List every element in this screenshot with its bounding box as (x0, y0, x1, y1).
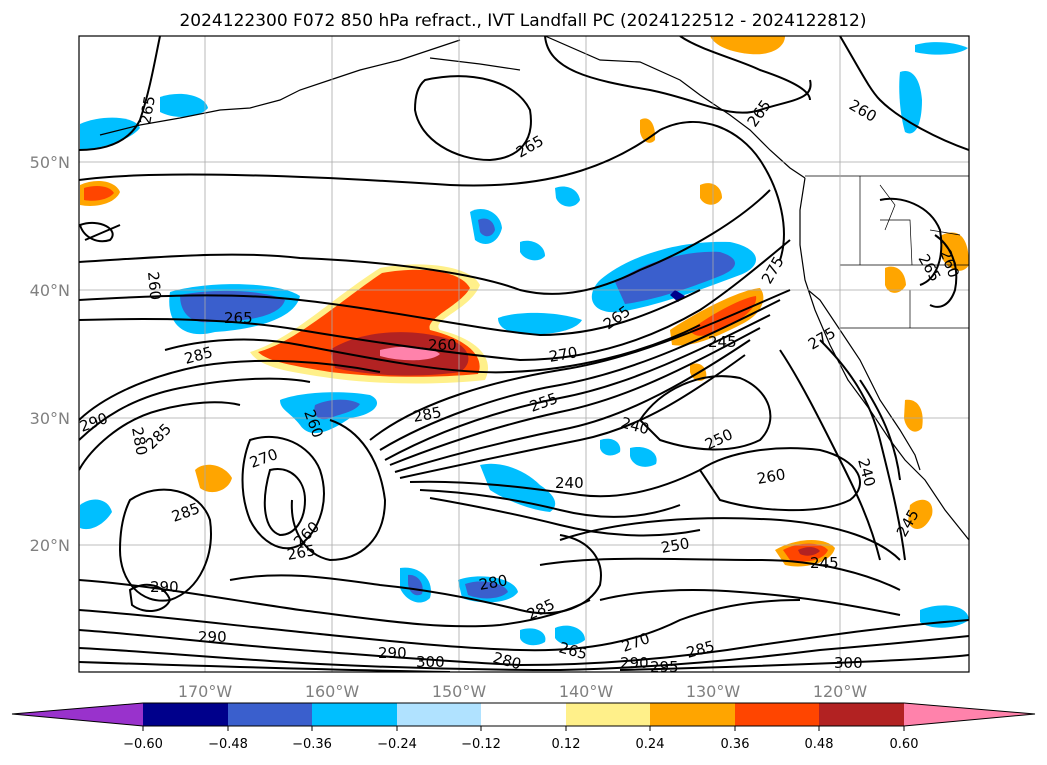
contour-label: 270 (619, 629, 652, 656)
colorbar-tick-label: 0.24 (636, 737, 665, 752)
contour-label: 270 (548, 343, 579, 366)
contour-label-layer: 265 265 265 260 260 265 260 265 275 265 … (77, 94, 963, 676)
colorbar-segment-10 (904, 703, 1035, 726)
shading-layer (80, 36, 969, 646)
contour-label: 250 (660, 534, 691, 557)
colorbar-tick-label: −0.24 (377, 737, 417, 752)
lon-label-150w: 150°W (432, 682, 487, 701)
contour-label: 255 (527, 389, 560, 416)
contour-label: 300 (416, 653, 445, 671)
contour-label: 260 (846, 96, 880, 126)
contour-label: 275 (758, 253, 788, 287)
coastline-layer (99, 36, 969, 541)
colorbar-segment-2 (228, 703, 312, 726)
colorbar-tick-label: −0.48 (208, 737, 248, 752)
contour-layer (79, 36, 969, 672)
figure-title: 2024122300 F072 850 hPa refract., IVT La… (179, 11, 866, 31)
contour-label: 245 (708, 333, 737, 351)
lon-label-120w: 120°W (813, 682, 868, 701)
contour-label: 295 (650, 658, 679, 676)
lon-label-160w: 160°W (305, 682, 360, 701)
contour-label: 260 (144, 271, 164, 301)
colorbar-tick-label: 0.48 (805, 737, 834, 752)
contour-label: 275 (805, 324, 839, 354)
contour-label: 285 (684, 637, 716, 662)
colorbar-segment-0 (12, 703, 143, 726)
contour-label: 280 (478, 571, 509, 594)
latitude-labels: 50°N 40°N 30°N 20°N (30, 153, 70, 555)
contour-label: 265 (557, 638, 589, 663)
contour-label: 265 (744, 97, 775, 131)
lat-label-50n: 50°N (30, 153, 70, 172)
contour-label: 285 (169, 499, 202, 526)
contour-label: 290 (620, 654, 649, 672)
colorbar-segment-7 (650, 703, 735, 726)
contour-label: 290 (198, 628, 227, 646)
colorbar-segment-9 (819, 703, 904, 726)
colorbar-segment-1 (143, 703, 228, 726)
colorbar-segment-8 (735, 703, 819, 726)
contour-label: 290 (150, 578, 179, 596)
lat-label-30n: 30°N (30, 409, 70, 428)
contour-label: 240 (854, 456, 879, 488)
contour-label: 290 (77, 409, 110, 436)
colorbar-tick-label: 0.12 (552, 737, 581, 752)
lon-label-130w: 130°W (686, 682, 741, 701)
contour-label: 260 (756, 465, 787, 488)
colorbar-tick-label: 0.60 (890, 737, 919, 752)
colorbar: −0.60 −0.48 −0.36 −0.24 −0.12 0.12 0.24 … (11, 702, 1036, 752)
colorbar-segment-3 (312, 703, 397, 726)
border-layer (805, 175, 969, 329)
lat-label-40n: 40°N (30, 281, 70, 300)
contour-label: 300 (834, 654, 863, 672)
lat-label-20n: 20°N (30, 536, 70, 555)
contour-label: 270 (247, 445, 280, 472)
contour-label: 280 (128, 426, 151, 457)
contour-label: 265 (136, 94, 159, 125)
colorbar-segment-6 (566, 703, 650, 726)
contour-label: 265 (513, 132, 547, 162)
colorbar-tick-label: 0.36 (721, 737, 750, 752)
longitude-labels: 170°W 160°W 150°W 140°W 130°W 120°W (178, 682, 868, 701)
contour-label: 260 (428, 336, 457, 354)
colorbar-tick-label: −0.36 (292, 737, 332, 752)
colorbar-ticks (142, 726, 905, 731)
contour-label: 265 (224, 309, 253, 327)
colorbar-segment-5 (481, 703, 566, 726)
colorbar-tick-label: −0.60 (123, 737, 163, 752)
contour-label: 285 (524, 595, 558, 623)
colorbar-tick-label: −0.12 (461, 737, 501, 752)
map-frame (78, 35, 970, 673)
contour-label: 240 (555, 474, 584, 492)
contour-label: 290 (378, 644, 407, 662)
contour-label: 245 (810, 554, 839, 572)
lon-label-170w: 170°W (178, 682, 233, 701)
lon-label-140w: 140°W (559, 682, 614, 701)
colorbar-segment-4 (397, 703, 481, 726)
contour-label: 265 (286, 541, 317, 564)
contour-label: 285 (412, 403, 443, 426)
contour-label: 280 (491, 648, 523, 673)
map-panel: 265 265 265 260 260 265 260 265 275 265 … (77, 36, 969, 676)
